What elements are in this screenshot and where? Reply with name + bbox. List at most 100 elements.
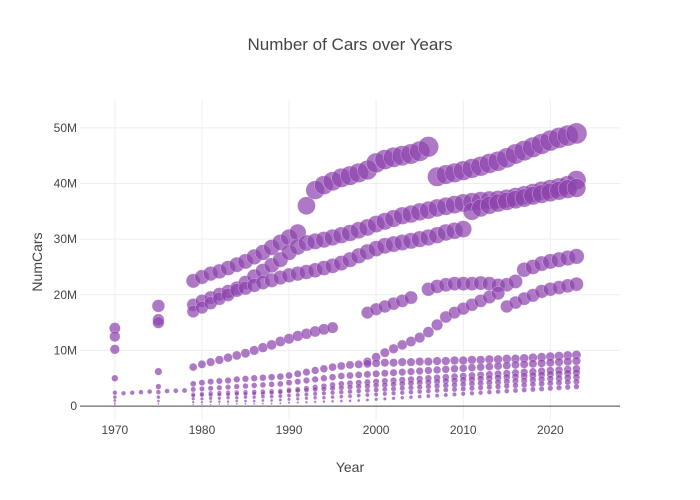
data-point (287, 397, 291, 402)
data-point (337, 361, 346, 371)
data-point (495, 383, 502, 390)
y-tick-label: 10M (54, 343, 77, 357)
data-point (198, 379, 206, 387)
data-point (286, 388, 292, 394)
data-point (242, 382, 249, 390)
data-point (234, 395, 239, 400)
data-point (460, 391, 466, 397)
data-point (397, 357, 407, 367)
data-point (485, 362, 494, 371)
data-point (521, 381, 528, 389)
y-tick-label: 0 (70, 399, 77, 413)
data-point (147, 388, 153, 395)
data-point (512, 387, 519, 394)
data-point (129, 390, 135, 396)
data-point (267, 373, 276, 381)
data-point (207, 378, 215, 385)
data-point (399, 390, 405, 396)
data-point (285, 371, 293, 380)
data-point (328, 373, 337, 381)
data-point (313, 400, 317, 404)
data-point (363, 370, 372, 379)
data-point (425, 388, 432, 394)
data-point (250, 374, 258, 382)
data-point (225, 395, 231, 400)
data-point (295, 392, 301, 398)
data-point (304, 396, 309, 401)
data-point (241, 375, 250, 383)
data-point (467, 363, 477, 372)
data-point (191, 400, 195, 404)
data-point (311, 375, 319, 383)
data-point (365, 398, 370, 402)
data-point (257, 342, 269, 353)
data-point (181, 387, 188, 394)
data-point (414, 332, 426, 344)
x-axis-label: Year (336, 459, 365, 475)
data-point (426, 393, 431, 399)
data-point (493, 361, 503, 371)
data-point (422, 326, 435, 338)
data-point (121, 390, 127, 396)
data-point (113, 403, 116, 407)
data-point (293, 369, 302, 378)
data-point (270, 402, 273, 405)
data-point (235, 402, 238, 406)
data-point (432, 356, 442, 366)
data-point (109, 344, 120, 355)
data-point (469, 385, 475, 392)
data-point (311, 366, 320, 375)
data-point (112, 390, 118, 396)
data-point (207, 385, 214, 392)
data-point (400, 395, 405, 400)
data-point (322, 400, 326, 404)
data-point (337, 372, 346, 380)
data-point (192, 403, 195, 406)
data-point (389, 358, 398, 368)
data-point (460, 385, 467, 392)
data-point (269, 394, 274, 399)
data-point (459, 364, 468, 373)
data-point (528, 359, 538, 369)
data-point (287, 401, 291, 405)
data-point (347, 388, 353, 395)
data-point (206, 357, 216, 367)
data-point (354, 371, 363, 379)
data-point (259, 381, 267, 389)
data-point (261, 398, 265, 403)
data-point (189, 362, 198, 372)
data-point (164, 388, 170, 394)
data-point (434, 387, 440, 394)
data-point (486, 384, 493, 391)
data-point (390, 385, 397, 392)
data-point (189, 380, 197, 388)
data-point (441, 356, 451, 366)
data-point (454, 220, 472, 238)
data-point (330, 395, 335, 400)
data-point (113, 398, 117, 403)
data-point (355, 388, 362, 394)
data-point (269, 390, 275, 396)
data-point (279, 401, 282, 405)
data-point (225, 384, 232, 391)
data-point (278, 393, 283, 399)
y-axis-label: NumCars (29, 232, 45, 291)
data-point (469, 390, 475, 396)
data-point (269, 398, 274, 403)
data-point (138, 389, 144, 395)
data-point (304, 400, 308, 404)
data-point (223, 352, 233, 363)
data-point (339, 399, 343, 403)
data-point (538, 380, 545, 388)
data-point (338, 389, 344, 395)
data-point (406, 357, 416, 367)
y-tick-label: 20M (54, 288, 77, 302)
data-point (233, 383, 240, 390)
data-point (452, 391, 457, 397)
data-point (261, 402, 265, 405)
data-point (391, 390, 397, 396)
data-point (173, 388, 179, 394)
data-point (278, 398, 283, 402)
data-point (443, 387, 449, 393)
data-point (156, 395, 161, 400)
